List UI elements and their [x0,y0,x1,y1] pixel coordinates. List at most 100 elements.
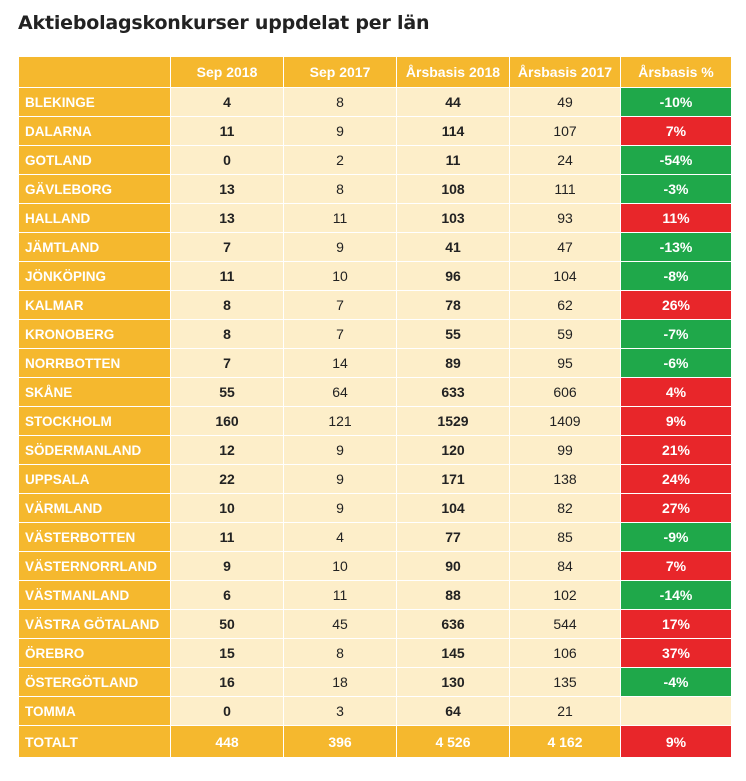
county-name: GOTLAND [18,145,171,175]
header-arsbasis-pct: Årsbasis % [620,56,732,88]
table-row: GOTLAND 0 2 11 24 -54% [18,145,732,175]
sep-2017-value: 9 [283,116,397,146]
table-row: GÄVLEBORG 13 8 108 111 -3% [18,174,732,204]
county-name: DALARNA [18,116,171,146]
county-name: VÄSTERBOTTEN [18,522,171,552]
sep-2018-value: 11 [170,522,284,552]
arsbasis-2017-value: 21 [509,696,621,726]
header-row: Sep 2018 Sep 2017 Årsbasis 2018 Årsbasis… [18,56,732,88]
arsbasis-2018-value: 41 [396,232,510,262]
sep-2018-value: 55 [170,377,284,407]
arsbasis-2018-value: 633 [396,377,510,407]
arsbasis-pct-value: 21% [620,435,732,465]
arsbasis-pct-value: -3% [620,174,732,204]
sep-2018-value: 22 [170,464,284,494]
header-arsbasis-2017: Årsbasis 2017 [509,56,621,88]
table-row: ÖREBRO 15 8 145 106 37% [18,638,732,668]
arsbasis-2017-value: 135 [509,667,621,697]
table-row: DALARNA 11 9 114 107 7% [18,116,732,146]
sep-2017-value: 7 [283,290,397,320]
county-name: VÄSTERNORRLAND [18,551,171,581]
sep-2017-value: 10 [283,551,397,581]
county-name: VÄRMLAND [18,493,171,523]
county-name: TOMMA [18,696,171,726]
sep-2018-value: 160 [170,406,284,436]
header-sep-2018: Sep 2018 [170,56,284,88]
total-arsbasis-2018: 4 526 [396,725,510,758]
table-row: KALMAR 8 7 78 62 26% [18,290,732,320]
table-row: JÄMTLAND 7 9 41 47 -13% [18,232,732,262]
county-name: GÄVLEBORG [18,174,171,204]
county-name: JÄMTLAND [18,232,171,262]
sep-2018-value: 13 [170,203,284,233]
arsbasis-2018-value: 120 [396,435,510,465]
county-name: KRONOBERG [18,319,171,349]
arsbasis-2017-value: 47 [509,232,621,262]
arsbasis-pct-value: -13% [620,232,732,262]
arsbasis-2017-value: 1409 [509,406,621,436]
arsbasis-2018-value: 96 [396,261,510,291]
arsbasis-2017-value: 82 [509,493,621,523]
arsbasis-2017-value: 606 [509,377,621,407]
sep-2017-value: 10 [283,261,397,291]
total-sep-2018: 448 [170,725,284,758]
arsbasis-pct-value: -8% [620,261,732,291]
table-row: VÄSTERBOTTEN 11 4 77 85 -9% [18,522,732,552]
page-title: Aktiebolagskonkurser uppdelat per län [18,12,430,34]
sep-2018-value: 6 [170,580,284,610]
arsbasis-2018-value: 90 [396,551,510,581]
sep-2018-value: 13 [170,174,284,204]
arsbasis-pct-value: -4% [620,667,732,697]
arsbasis-2017-value: 93 [509,203,621,233]
arsbasis-2017-value: 84 [509,551,621,581]
table-row: VÄSTMANLAND 6 11 88 102 -14% [18,580,732,610]
table-row: BLEKINGE 4 8 44 49 -10% [18,87,732,117]
arsbasis-pct-value: 7% [620,551,732,581]
sep-2017-value: 2 [283,145,397,175]
sep-2017-value: 4 [283,522,397,552]
sep-2017-value: 64 [283,377,397,407]
sep-2017-value: 11 [283,580,397,610]
arsbasis-pct-value: 37% [620,638,732,668]
arsbasis-pct-value: 24% [620,464,732,494]
arsbasis-2017-value: 62 [509,290,621,320]
table-row: VÄRMLAND 10 9 104 82 27% [18,493,732,523]
county-name: BLEKINGE [18,87,171,117]
header-sep-2017: Sep 2017 [283,56,397,88]
sep-2018-value: 9 [170,551,284,581]
arsbasis-2017-value: 102 [509,580,621,610]
arsbasis-2018-value: 44 [396,87,510,117]
total-arsbasis-2017: 4 162 [509,725,621,758]
sep-2017-value: 7 [283,319,397,349]
arsbasis-2018-value: 130 [396,667,510,697]
table-row: SKÅNE 55 64 633 606 4% [18,377,732,407]
sep-2018-value: 15 [170,638,284,668]
arsbasis-pct-value: -14% [620,580,732,610]
sep-2017-value: 8 [283,87,397,117]
arsbasis-pct-value: -7% [620,319,732,349]
arsbasis-2017-value: 104 [509,261,621,291]
table-body: BLEKINGE 4 8 44 49 -10% DALARNA 11 9 114 107 7% GOTL… [18,87,732,726]
county-name: ÖREBRO [18,638,171,668]
total-label: TOTALT [18,725,171,758]
sep-2018-value: 0 [170,696,284,726]
arsbasis-2018-value: 103 [396,203,510,233]
arsbasis-2017-value: 95 [509,348,621,378]
sep-2018-value: 0 [170,145,284,175]
sep-2018-value: 12 [170,435,284,465]
arsbasis-2017-value: 138 [509,464,621,494]
arsbasis-pct-value: 9% [620,406,732,436]
sep-2017-value: 8 [283,174,397,204]
table-row: UPPSALA 22 9 171 138 24% [18,464,732,494]
sep-2018-value: 50 [170,609,284,639]
arsbasis-2018-value: 88 [396,580,510,610]
arsbasis-2018-value: 89 [396,348,510,378]
arsbasis-2017-value: 59 [509,319,621,349]
arsbasis-2018-value: 104 [396,493,510,523]
table-row: STOCKHOLM 160 121 1529 1409 9% [18,406,732,436]
arsbasis-pct-value: 11% [620,203,732,233]
arsbasis-pct-value: -6% [620,348,732,378]
arsbasis-pct-value: 7% [620,116,732,146]
header-county [18,56,171,88]
arsbasis-2017-value: 107 [509,116,621,146]
